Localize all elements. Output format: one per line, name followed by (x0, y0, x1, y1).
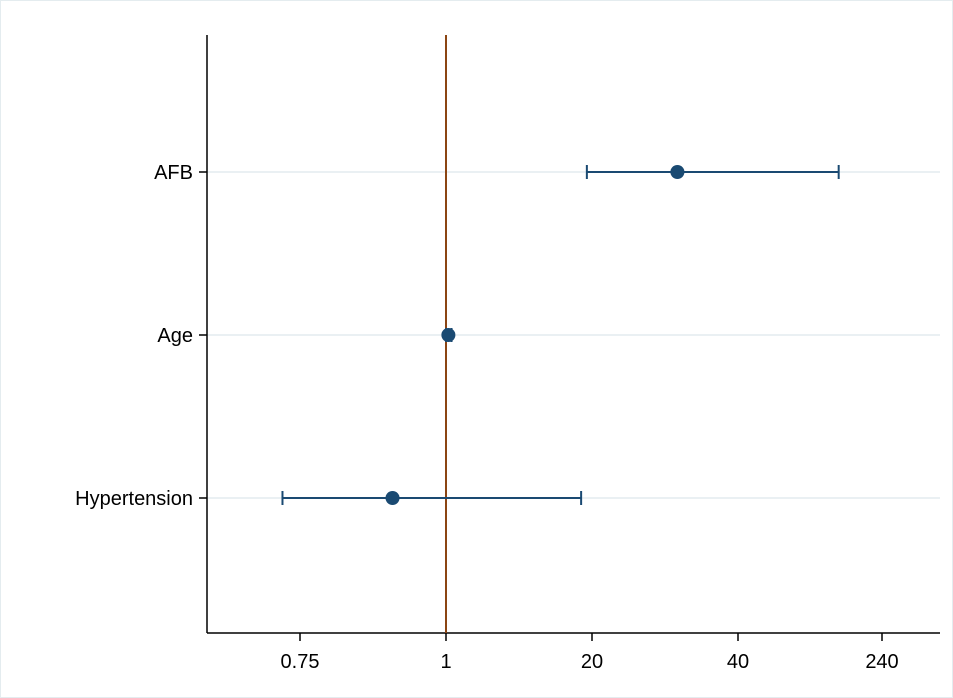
x-tick-label-3: 40 (727, 651, 749, 673)
axes (199, 35, 940, 641)
x-tick-label-2: 20 (581, 651, 603, 673)
x-tick-label-0: 0.75 (281, 651, 320, 673)
y-tick-label-age: Age (157, 325, 193, 347)
marks (281, 165, 840, 505)
x-tick-label-1: 1 (440, 651, 451, 673)
x-tick-label-4: 240 (865, 651, 898, 673)
point-age (441, 328, 456, 342)
tick-labels: AFB Age Hypertension 0.75 1 20 40 240 (75, 162, 899, 673)
point-hypertension (385, 491, 400, 505)
gridlines (207, 171, 940, 499)
point-afb (670, 165, 685, 179)
y-tick-label-afb: AFB (154, 162, 193, 184)
y-tick-label-hypertension: Hypertension (75, 488, 193, 510)
